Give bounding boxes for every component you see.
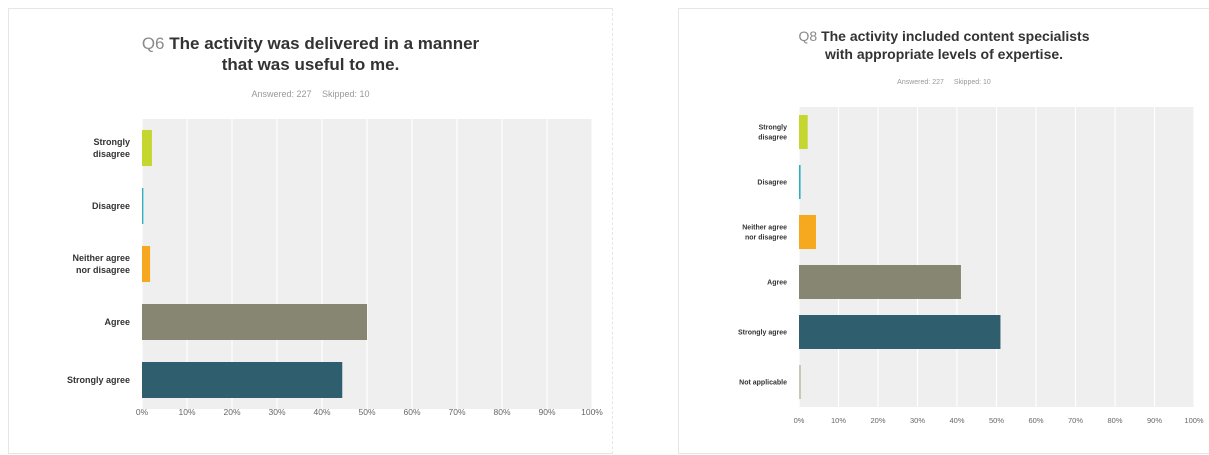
x-tick-label: 0%	[136, 407, 149, 417]
bar-strongly-disagree	[799, 115, 808, 149]
question-number: Q6	[141, 34, 165, 53]
skipped-count: Skipped: 10	[322, 89, 370, 99]
x-tick-label: 0%	[794, 416, 805, 425]
x-tick-label: 20%	[870, 416, 885, 425]
x-tick-label: 100%	[581, 407, 603, 417]
bar-disagree	[799, 165, 801, 199]
x-tick-label: 90%	[1147, 416, 1162, 425]
skipped-count: Skipped: 10	[953, 79, 991, 86]
x-tick-label: 40%	[313, 407, 330, 417]
x-tick-label: 60%	[1028, 416, 1043, 425]
chart-panel-q6: Q6 The activity was delivered in a manne…	[8, 8, 613, 454]
bar-chart-q8: 0% 10% 20% 30% 40% 50% 60% 70% 80% 90% 100% Strongl…	[738, 107, 1204, 425]
bar-agree	[142, 304, 367, 340]
bar-strongly-disagree	[142, 130, 152, 166]
x-tick-label: 20%	[223, 407, 240, 417]
category-label: Strongly agree	[67, 375, 130, 385]
bar-strongly-agree	[799, 315, 1001, 349]
x-tick-label: 70%	[1068, 416, 1083, 425]
chart-panel-q8: Q8 The activity included content special…	[678, 8, 1209, 454]
category-label: Disagree	[757, 179, 787, 186]
answered-count: Answered: 227	[897, 79, 944, 86]
x-tick-label: 30%	[268, 407, 285, 417]
title-line-2: that was useful to me.	[221, 55, 400, 74]
x-tick-label: 80%	[1107, 416, 1122, 425]
x-tick-label: 90%	[538, 407, 555, 417]
x-tick-label: 50%	[358, 407, 375, 417]
category-label: Neither agree nor disagree	[72, 253, 130, 275]
category-label: Strongly disagree	[93, 137, 130, 159]
bar-strongly-agree	[142, 362, 343, 398]
answered-count: Answered: 227	[251, 89, 312, 99]
title-line-1: The activity was delivered in a manner	[169, 34, 480, 53]
bar-chart-q6: 0% 10% 20% 30% 40% 50% 60% 70% 80% 90% 100% Strongl…	[67, 119, 603, 417]
category-label: Strongly disagree	[758, 124, 787, 141]
category-label: Strongly agree	[738, 329, 787, 336]
response-stats: Answered: 227 Skipped: 10	[9, 89, 612, 99]
bar-neither-agree-nor-disagree	[142, 246, 151, 282]
x-tick-label: 10%	[178, 407, 195, 417]
x-tick-label: 70%	[448, 407, 465, 417]
chart-title: Q6 The activity was delivered in a manne…	[9, 33, 612, 75]
bar-agree	[799, 265, 961, 299]
x-tick-label: 30%	[910, 416, 925, 425]
x-tick-label: 80%	[493, 407, 510, 417]
x-tick-label: 100%	[1184, 416, 1204, 425]
category-label: Not applicable	[739, 379, 787, 386]
category-label: Agree	[104, 317, 130, 327]
response-stats: Answered: 227 Skipped: 10	[679, 79, 1209, 86]
x-tick-label: 50%	[989, 416, 1004, 425]
title-line-2: with appropriate levels of expertise.	[824, 46, 1064, 62]
question-number: Q8	[798, 28, 818, 44]
chart-title: Q8 The activity included content special…	[679, 27, 1209, 63]
category-label: Agree	[767, 279, 787, 286]
bar-neither-agree-nor-disagree	[799, 215, 816, 249]
category-label: Neither agree nor disagree	[742, 224, 787, 241]
x-tick-label: 10%	[831, 416, 846, 425]
bar-not-applicable	[799, 365, 801, 399]
x-tick-label: 60%	[403, 407, 420, 417]
title-line-1: The activity included content specialist…	[821, 28, 1090, 44]
bar-disagree	[142, 188, 144, 224]
category-label: Disagree	[92, 201, 130, 211]
x-tick-label: 40%	[949, 416, 964, 425]
